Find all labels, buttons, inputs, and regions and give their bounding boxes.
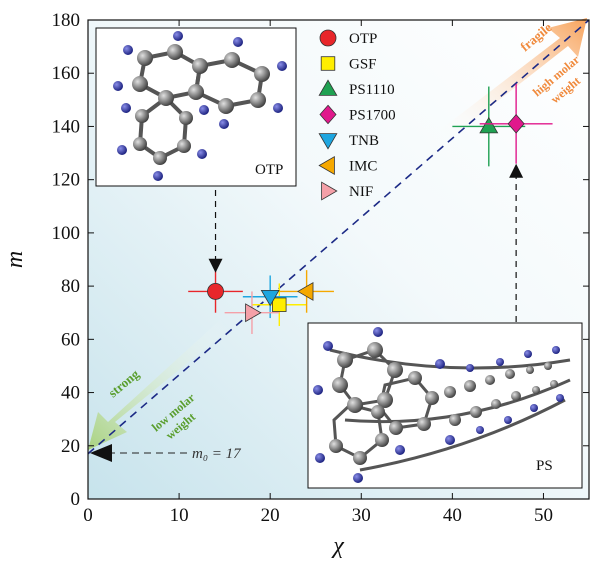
strong-arrow (88, 320, 228, 450)
legend-marker-ps1110 (318, 79, 338, 96)
m0-annotation: m₀ = 17 (90, 444, 242, 462)
data-point-imc (279, 270, 334, 313)
legend-item-ps1700: PS1700 (319, 104, 396, 125)
legend-label-gsf: GSF (349, 57, 377, 73)
x-tick-label: 0 (83, 505, 93, 526)
y-tick-label: 40 (61, 383, 80, 404)
data-point-otp (188, 270, 243, 313)
marker-gsf (272, 297, 287, 312)
y-tick-label: 80 (61, 276, 80, 297)
legend-item-gsf: GSF (320, 56, 377, 73)
x-axis-label: χ (331, 533, 345, 559)
legend-item-nif: NIF (321, 181, 373, 201)
legend-label-otp: OTP (349, 31, 377, 47)
x-tick-label: 40 (443, 505, 462, 526)
otp-molecule-image (113, 31, 287, 181)
otp-inset-arrowhead (208, 258, 223, 273)
data-point-nif (224, 291, 280, 335)
fragile-arrow (440, 18, 587, 140)
marker-tnb (260, 289, 280, 307)
legend-label-ps1110: PS1110 (349, 82, 395, 98)
legend-marker-ps1700 (319, 104, 337, 125)
legend-marker-gsf (320, 56, 336, 71)
legend-item-ps1110: PS1110 (318, 79, 395, 98)
y-tick-label: 60 (61, 329, 80, 350)
y-tick-label: 20 (61, 436, 80, 457)
y-tick-label: 180 (52, 10, 81, 31)
marker-otp (207, 283, 224, 300)
y-axis-label: m (2, 251, 28, 268)
ps-inset-label: PS (536, 458, 553, 474)
legend-item-imc: IMC (318, 156, 377, 175)
y-tick-label: 160 (52, 63, 81, 84)
legend-label-nif: NIF (349, 184, 373, 200)
legend-item-tnb: TNB (318, 133, 379, 150)
marker-ps1110 (479, 116, 499, 134)
plot-frame (87, 19, 590, 500)
x-tick-label: 10 (170, 505, 189, 526)
x-tick-label: 30 (352, 505, 371, 526)
y-tick-label: 100 (52, 223, 81, 244)
legend-marker-tnb (318, 133, 338, 150)
legend-item-otp: OTP (319, 29, 377, 47)
legend-marker-otp (319, 29, 337, 47)
x-tick-label: 20 (261, 505, 280, 526)
data-point-ps1700 (479, 83, 553, 164)
legend: OTP GSF PS1110 PS1700 TNB IMC NIF (318, 29, 396, 201)
marker-nif (245, 303, 262, 323)
y-tick-label: 140 (52, 116, 81, 137)
m0-label: m₀ = 17 (192, 446, 242, 462)
legend-label-tnb: TNB (349, 133, 379, 149)
ps-inset-arrowhead (509, 163, 524, 178)
otp-inset: OTP (95, 27, 297, 187)
direction-arrows (88, 18, 587, 450)
reference-line (87, 19, 590, 455)
m0-arrowhead (90, 444, 112, 462)
legend-label-ps1700: PS1700 (349, 108, 396, 124)
legend-marker-nif (321, 181, 338, 201)
legend-label-imc: IMC (349, 159, 377, 175)
marker-imc (297, 281, 314, 301)
marker-ps1700 (507, 113, 525, 134)
legend-marker-imc (318, 156, 335, 175)
x-tick-label: 50 (534, 505, 553, 526)
ps-inset: PS (307, 322, 583, 489)
otp-inset-label: OTP (255, 162, 283, 178)
ps-molecule-image (313, 327, 571, 483)
y-tick-label: 0 (71, 489, 81, 510)
y-tick-label: 120 (52, 170, 81, 191)
